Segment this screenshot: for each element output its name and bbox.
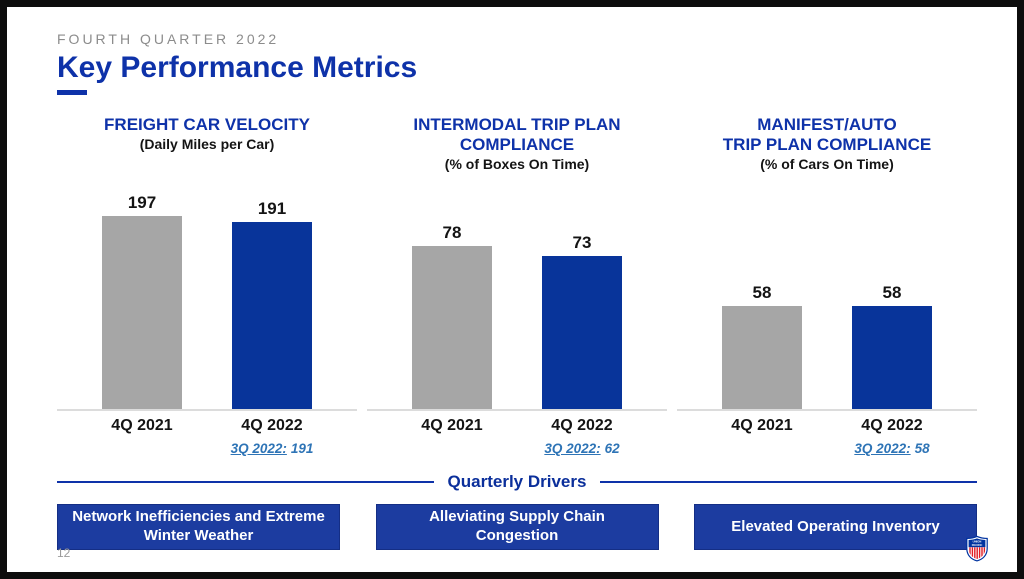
page-number: 12 <box>57 546 71 560</box>
prior-quarter-note[interactable]: 3Q 2022: 191 <box>231 441 314 459</box>
prior-quarter-note-label[interactable]: 3Q 2022: <box>854 441 911 456</box>
svg-text:UNION: UNION <box>973 540 982 544</box>
title-underline-dash <box>57 90 87 95</box>
bar-value-label: 78 <box>442 223 462 242</box>
bar-value-label: 73 <box>572 233 592 252</box>
bar-4q2021 <box>102 216 182 409</box>
axis-label-4q2021: 4Q 2021 <box>421 417 483 434</box>
quarterly-drivers-divider: Quarterly Drivers <box>57 472 977 492</box>
chart-subtitle: (% of Cars On Time) <box>760 156 894 173</box>
charts-row: FREIGHT CAR VELOCITY (Daily Miles per Ca… <box>57 115 977 459</box>
chart-subtitle: (Daily Miles per Car) <box>139 136 275 153</box>
chart-title-line2: TRIP PLAN COMPLIANCE <box>722 135 932 155</box>
axis-label-4q2022: 4Q 2022 <box>551 417 613 434</box>
chart-title: INTERMODAL TRIP PLAN <box>413 115 621 134</box>
chart-intermodal-trip-plan-compliance: INTERMODAL TRIP PLAN COMPLIANCE (% of Bo… <box>367 115 667 459</box>
union-pacific-shield-logo: UNION PACIFIC <box>966 535 988 562</box>
bar-plot: 78 73 <box>367 179 667 411</box>
divider-line-left <box>57 481 434 483</box>
chart-title: MANIFEST/AUTO <box>757 115 897 134</box>
bar-value-label: 58 <box>752 283 772 302</box>
axis-label-4q2021: 4Q 2021 <box>731 417 793 434</box>
prior-quarter-note-value: 191 <box>290 441 314 456</box>
svg-text:PACIFIC: PACIFIC <box>972 543 983 547</box>
page-title: Key Performance Metrics <box>57 51 418 84</box>
prior-quarter-note-label[interactable]: 3Q 2022: <box>230 441 287 456</box>
chart-title: FREIGHT CAR VELOCITY <box>104 115 310 134</box>
divider-line-right <box>600 481 977 483</box>
bar-4q2022 <box>232 222 312 409</box>
prior-quarter-note[interactable]: 3Q 2022: 62 <box>544 441 619 459</box>
driver-box-supply-chain: Alleviating Supply Chain Congestion <box>375 504 659 550</box>
chart-subtitle: (% of Boxes On Time) <box>444 156 590 173</box>
bar-4q2022 <box>542 256 622 409</box>
prior-quarter-note-value: 58 <box>914 441 930 456</box>
axis-label-4q2021: 4Q 2021 <box>111 417 173 434</box>
drivers-row: Network Inefficiencies and Extreme Winte… <box>57 504 977 550</box>
prior-quarter-note-label[interactable]: 3Q 2022: <box>544 441 601 456</box>
bar-4q2022 <box>852 306 932 409</box>
quarterly-drivers-heading: Quarterly Drivers <box>447 472 587 491</box>
axis-label-4q2022: 4Q 2022 <box>241 417 303 434</box>
bar-4q2021 <box>412 246 492 409</box>
chart-freight-car-velocity: FREIGHT CAR VELOCITY (Daily Miles per Ca… <box>57 115 357 459</box>
bar-value-label: 197 <box>127 193 157 212</box>
bar-4q2021 <box>722 306 802 409</box>
bar-value-label: 58 <box>882 283 902 302</box>
prior-quarter-note[interactable]: 3Q 2022: 58 <box>854 441 929 459</box>
bar-value-label: 191 <box>257 199 287 218</box>
driver-box-operating-inventory: Elevated Operating Inventory <box>694 504 977 550</box>
chart-manifest-auto-trip-plan-compliance: MANIFEST/AUTO TRIP PLAN COMPLIANCE (% of… <box>677 115 977 459</box>
chart-title-line2: COMPLIANCE <box>459 135 575 155</box>
bar-plot: 197 191 <box>57 179 357 411</box>
axis-label-4q2022: 4Q 2022 <box>861 417 923 434</box>
bar-plot: 58 58 <box>677 179 977 411</box>
prior-quarter-note-value: 62 <box>604 441 620 456</box>
slide-eyebrow: FOURTH QUARTER 2022 <box>57 31 280 47</box>
driver-box-network-inefficiencies: Network Inefficiencies and Extreme Winte… <box>57 504 340 550</box>
